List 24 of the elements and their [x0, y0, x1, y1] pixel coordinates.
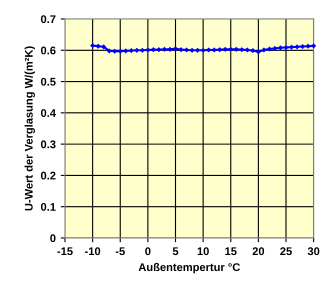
x-tick-label: 30: [308, 247, 320, 256]
x-tick-label: 20: [252, 247, 264, 256]
point: [101, 44, 106, 50]
point: [261, 47, 266, 53]
x-tick-label: 10: [198, 247, 209, 256]
x-axis-title: Außentempertur °C: [138, 262, 240, 274]
x-tick-label: 5: [172, 247, 178, 256]
x-tick-label: 15: [225, 247, 237, 256]
x-tick-label: -10: [85, 247, 100, 256]
y-tick-label: 0.1: [40, 202, 56, 211]
y-tick-label: 0.5: [40, 78, 56, 86]
y-tick-label: 0.4: [40, 109, 56, 117]
x-tick-label: -15: [57, 247, 73, 256]
y-tick-label: 0.2: [40, 172, 56, 180]
y-tick-label: 0.6: [40, 46, 56, 54]
y-tick-label: 0: [50, 234, 56, 242]
x-tick-label: 0: [145, 247, 151, 256]
x-tick-label: -5: [116, 247, 125, 256]
point: [256, 49, 261, 54]
x-tick-label: 25: [280, 247, 292, 256]
point: [250, 48, 256, 54]
y-tick-label: 0.3: [40, 140, 56, 148]
y-tick-label: 0.7: [40, 15, 56, 24]
y-axis-title: U-Wert der Verglasung W/(m²K): [24, 46, 35, 210]
